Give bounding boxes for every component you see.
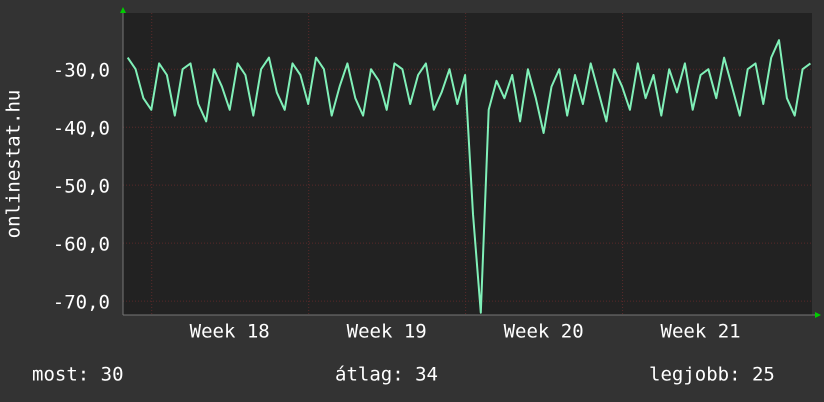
y-axis-label: onlinestat.hu xyxy=(3,90,25,239)
y-tick-label: -30,0 xyxy=(53,60,110,82)
x-tick-label: Week 20 xyxy=(504,321,584,343)
x-arrow xyxy=(815,312,821,318)
y-tick-label: -70,0 xyxy=(53,292,110,314)
footer-best: legjobb: 25 xyxy=(649,364,775,386)
x-tick-label: Week 19 xyxy=(347,321,427,343)
x-tick-label: Week 21 xyxy=(661,321,741,343)
y-tick-label: -40,0 xyxy=(53,118,110,140)
y-tick-label: -60,0 xyxy=(53,234,110,256)
y-arrow xyxy=(120,7,126,13)
plot-area xyxy=(123,13,812,315)
data-line xyxy=(126,39,811,314)
x-tick-label: Week 18 xyxy=(190,321,270,343)
y-tick-label: -50,0 xyxy=(53,176,110,198)
footer-current: most: 30 xyxy=(32,364,124,386)
footer-average: átlag: 34 xyxy=(335,364,438,386)
